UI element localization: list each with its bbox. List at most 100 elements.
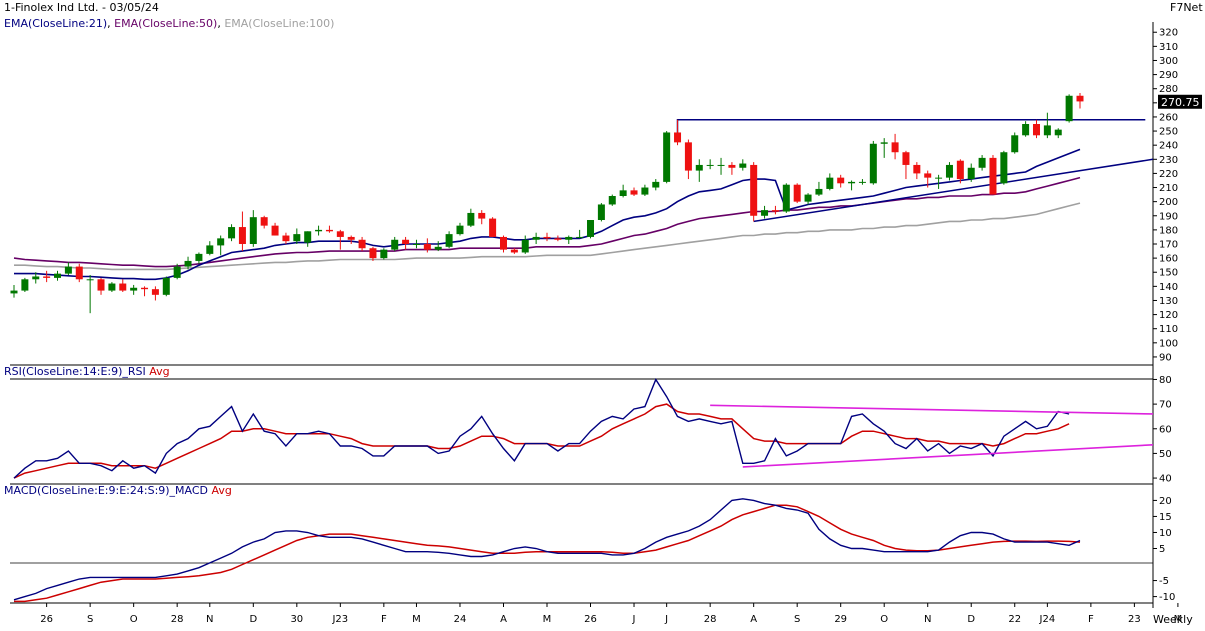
candle — [195, 252, 203, 264]
x-tick-label: O — [130, 614, 138, 625]
x-tick-label: 22 — [1008, 614, 1021, 625]
candle-body — [97, 279, 105, 291]
price-tick-label: 150 — [1159, 268, 1178, 279]
candle — [576, 229, 584, 239]
candle-body — [391, 239, 399, 250]
candle — [978, 155, 986, 171]
price-tick-label: 160 — [1159, 254, 1178, 265]
candle — [151, 286, 159, 301]
price-tick-label: 110 — [1159, 324, 1178, 335]
candle-body — [880, 142, 888, 144]
candle-body — [21, 279, 29, 291]
candle — [619, 184, 627, 198]
price-tick-label: 300 — [1159, 56, 1178, 67]
candle — [706, 159, 714, 170]
price-tick-label: 240 — [1159, 141, 1178, 152]
candle — [663, 131, 671, 184]
candle — [521, 235, 529, 254]
price-tick-label: 310 — [1159, 42, 1178, 53]
x-tick-label: 28 — [171, 614, 184, 625]
rsi-line — [13, 377, 1070, 479]
candle — [119, 279, 127, 292]
candle — [956, 159, 964, 184]
rsi-resistance-line — [710, 404, 1154, 415]
candle-body — [848, 181, 856, 184]
candle — [64, 262, 72, 276]
candle — [260, 215, 268, 229]
candle-body — [793, 184, 801, 202]
candle-body — [325, 229, 333, 232]
candle-body — [641, 187, 649, 195]
rsi-legend-label: RSI(CloseLine:14:E:9)_RSI — [4, 365, 146, 378]
candle — [608, 194, 616, 206]
candle — [336, 229, 344, 250]
candle-body — [499, 236, 507, 250]
candle — [358, 236, 366, 252]
price-tick-label: 290 — [1159, 70, 1178, 81]
candle-body — [1065, 95, 1073, 122]
candle — [967, 163, 975, 182]
candle-body — [54, 273, 62, 278]
candle — [108, 282, 116, 292]
candle — [891, 133, 899, 160]
candle — [1022, 121, 1030, 137]
x-tick-label: D — [249, 614, 257, 625]
candle-body — [1076, 95, 1084, 102]
candle — [597, 203, 605, 222]
candle-body — [804, 194, 812, 202]
candle — [924, 170, 932, 188]
x-tick-label: 29 — [834, 614, 847, 625]
candle-body — [576, 236, 584, 238]
candle — [293, 228, 301, 244]
candle-body — [913, 164, 921, 174]
candle-body — [619, 190, 627, 196]
candle — [54, 270, 62, 281]
candle — [10, 284, 18, 298]
candle — [565, 235, 573, 244]
candle — [750, 162, 758, 222]
candle — [826, 173, 834, 191]
rsi-tick-label: 60 — [1159, 424, 1172, 435]
candle — [130, 284, 138, 295]
candle-body — [184, 260, 192, 267]
price-legend: EMA(CloseLine:21), EMA(CloseLine:50), EM… — [4, 17, 334, 30]
x-tick-label: 28 — [704, 614, 717, 625]
candle-body — [532, 236, 540, 240]
candle-body — [554, 238, 562, 240]
candle-body — [706, 164, 714, 166]
candle — [75, 263, 83, 283]
candle — [249, 210, 257, 247]
price-tick-label: 320 — [1159, 28, 1178, 39]
candle — [510, 248, 518, 254]
price-tick-label: 190 — [1159, 211, 1178, 222]
candle-body — [130, 287, 138, 291]
candle — [21, 277, 29, 292]
x-tick-label: 24 — [454, 614, 467, 625]
candle-body — [173, 266, 181, 278]
candle-body — [956, 160, 964, 180]
last-price-label: 270.75 — [1161, 96, 1200, 109]
candle — [804, 193, 812, 205]
candle-body — [989, 157, 997, 195]
candle-body — [141, 287, 149, 290]
price-tick-label: 90 — [1159, 352, 1172, 363]
candle — [282, 232, 290, 244]
candle-body — [228, 227, 236, 239]
candle — [478, 210, 486, 225]
support-trendline — [753, 158, 1154, 223]
candle-body — [891, 142, 899, 153]
candle-body — [217, 238, 225, 246]
candle-body — [304, 231, 312, 243]
candle — [652, 179, 660, 191]
candle-body — [293, 234, 301, 242]
candle-body — [456, 225, 464, 235]
candle — [467, 208, 475, 228]
candle — [499, 235, 507, 253]
candle-body — [869, 143, 877, 184]
rsi-support-line — [742, 443, 1154, 468]
price-tick-label: 210 — [1159, 183, 1178, 194]
x-tick-label: 23 — [1128, 614, 1141, 625]
candle-body — [1043, 125, 1051, 136]
candle-body — [902, 152, 910, 165]
